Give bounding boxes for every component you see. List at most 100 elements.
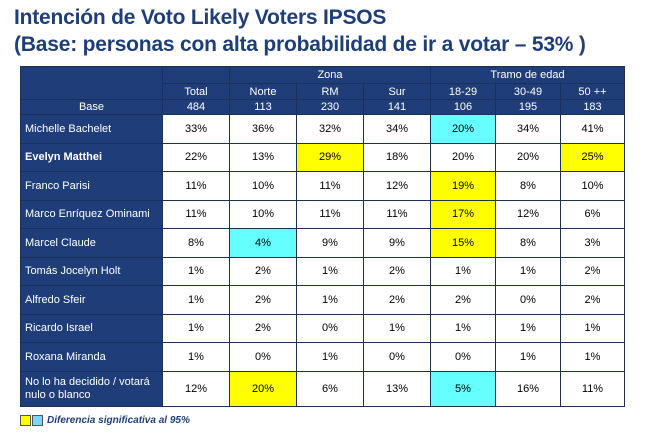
- percentage-cell: 2%: [229, 285, 297, 315]
- percentage-cell: 20%: [495, 142, 561, 172]
- slide-title: Intención de Voto Likely Voters IPSOS (B…: [14, 4, 644, 58]
- percentage-cell: 2%: [229, 256, 297, 286]
- percentage-cell: 1%: [495, 313, 561, 343]
- percentage-cell: 2%: [363, 285, 431, 315]
- percentage-cell: 1%: [162, 256, 230, 286]
- percentage-cell: 3%: [560, 228, 625, 258]
- percentage-cell: 11%: [162, 199, 230, 229]
- base-row: Base 484 113 230 141 106 195 183: [20, 99, 625, 115]
- candidate-row: Franco Parisi 11% 10% 11% 12% 19% 8% 10%: [20, 171, 625, 201]
- group-header-zona: Zona: [229, 66, 431, 84]
- candidate-name: Marcel Claude: [20, 228, 163, 258]
- percentage-cell: 20%: [229, 370, 297, 407]
- percentage-cell: 1%: [430, 256, 496, 286]
- percentage-cell: 2%: [430, 285, 496, 315]
- percentage-cell: 12%: [363, 171, 431, 201]
- column-header: Sur: [363, 83, 431, 100]
- percentage-cell: 8%: [495, 228, 561, 258]
- percentage-cell: 1%: [495, 256, 561, 286]
- percentage-cell: 0%: [495, 285, 561, 315]
- percentage-cell: 33%: [162, 114, 230, 144]
- candidate-row: Marco Enríquez Ominami 11% 10% 11% 11% 17% 12%…: [20, 199, 625, 229]
- percentage-cell: 8%: [495, 171, 561, 201]
- percentage-cell: 13%: [229, 142, 297, 172]
- candidate-name: No lo ha decidido / votará nulo o blanco: [20, 370, 163, 407]
- percentage-cell: 20%: [430, 142, 496, 172]
- percentage-cell: 2%: [560, 256, 625, 286]
- percentage-cell: 17%: [430, 199, 496, 229]
- legend-cyan-swatch: [32, 415, 43, 426]
- percentage-cell: 1%: [363, 313, 431, 343]
- candidate-name: Michelle Bachelet: [20, 114, 163, 144]
- percentage-cell: 16%: [495, 370, 561, 407]
- percentage-cell: 4%: [229, 228, 297, 258]
- percentage-cell: 6%: [560, 199, 625, 229]
- percentage-cell: 0%: [229, 342, 297, 372]
- column-header: Norte: [229, 83, 297, 100]
- percentage-cell: 29%: [296, 142, 364, 172]
- legend-text: Diferencia significativa al 95%: [47, 415, 190, 426]
- candidate-row: Tomás Jocelyn Holt 1% 2% 1% 2% 1% 1% 2%: [20, 256, 625, 286]
- percentage-cell: 36%: [229, 114, 297, 144]
- percentage-cell: 1%: [162, 342, 230, 372]
- percentage-cell: 1%: [296, 285, 364, 315]
- percentage-cell: 5%: [430, 370, 496, 407]
- column-header: 50 ++: [560, 83, 625, 100]
- candidate-row: Roxana Miranda 1% 0% 1% 0% 0% 1% 1%: [20, 342, 625, 372]
- percentage-cell: 32%: [296, 114, 364, 144]
- candidate-row: Michelle Bachelet 33% 36% 32% 34% 20% 34% 41%: [20, 114, 625, 144]
- percentage-cell: 1%: [296, 342, 364, 372]
- base-value: 230: [296, 99, 364, 115]
- legend: Diferencia significativa al 95%: [20, 415, 190, 426]
- percentage-cell: 25%: [560, 142, 625, 172]
- percentage-cell: 34%: [495, 114, 561, 144]
- column-header: 18-29: [430, 83, 496, 100]
- percentage-cell: 12%: [162, 370, 230, 407]
- column-header: Total: [162, 83, 230, 100]
- percentage-cell: 6%: [296, 370, 364, 407]
- percentage-cell: 11%: [363, 199, 431, 229]
- percentage-cell: 10%: [229, 171, 297, 201]
- column-header-row: Total Norte RM Sur 18-29 30-49 50 ++: [21, 83, 625, 100]
- percentage-cell: 0%: [430, 342, 496, 372]
- percentage-cell: 2%: [560, 285, 625, 315]
- base-value: 141: [363, 99, 431, 115]
- base-value: 195: [495, 99, 561, 115]
- candidate-name: Alfredo Sfeir: [20, 285, 163, 315]
- candidate-row: Ricardo Israel 1% 2% 0% 1% 1% 1% 1%: [20, 313, 625, 343]
- percentage-cell: 9%: [363, 228, 431, 258]
- candidate-name: Evelyn Matthei: [20, 142, 163, 172]
- percentage-cell: 2%: [229, 313, 297, 343]
- base-value: 113: [229, 99, 297, 115]
- percentage-cell: 41%: [560, 114, 625, 144]
- percentage-cell: 10%: [229, 199, 297, 229]
- percentage-cell: 11%: [560, 370, 625, 407]
- corner-cell: [20, 66, 163, 100]
- percentage-cell: 34%: [363, 114, 431, 144]
- base-value: 183: [560, 99, 625, 115]
- percentage-cell: 20%: [430, 114, 496, 144]
- percentage-cell: 8%: [162, 228, 230, 258]
- percentage-cell: 11%: [296, 199, 364, 229]
- percentage-cell: 1%: [162, 285, 230, 315]
- percentage-cell: 1%: [162, 313, 230, 343]
- percentage-cell: 9%: [296, 228, 364, 258]
- percentage-cell: 10%: [560, 171, 625, 201]
- percentage-cell: 1%: [296, 256, 364, 286]
- percentage-cell: 13%: [363, 370, 431, 407]
- legend-yellow-swatch: [20, 415, 31, 426]
- empty-group-cell: [162, 66, 230, 84]
- percentage-cell: 1%: [560, 313, 625, 343]
- percentage-cell: 11%: [162, 171, 230, 201]
- candidate-row: Alfredo Sfeir 1% 2% 1% 2% 2% 0% 2%: [20, 285, 625, 315]
- candidate-name: Marco Enríquez Ominami: [20, 199, 163, 229]
- base-value: 484: [162, 99, 230, 115]
- column-header: RM: [296, 83, 364, 100]
- percentage-cell: 18%: [363, 142, 431, 172]
- percentage-cell: 1%: [495, 342, 561, 372]
- candidate-name: Franco Parisi: [20, 171, 163, 201]
- group-header-row: Zona Tramo de edad: [20, 66, 625, 100]
- candidate-name: Roxana Miranda: [20, 342, 163, 372]
- candidate-row: No lo ha decidido / votará nulo o blanco…: [20, 370, 625, 407]
- percentage-cell: 11%: [296, 171, 364, 201]
